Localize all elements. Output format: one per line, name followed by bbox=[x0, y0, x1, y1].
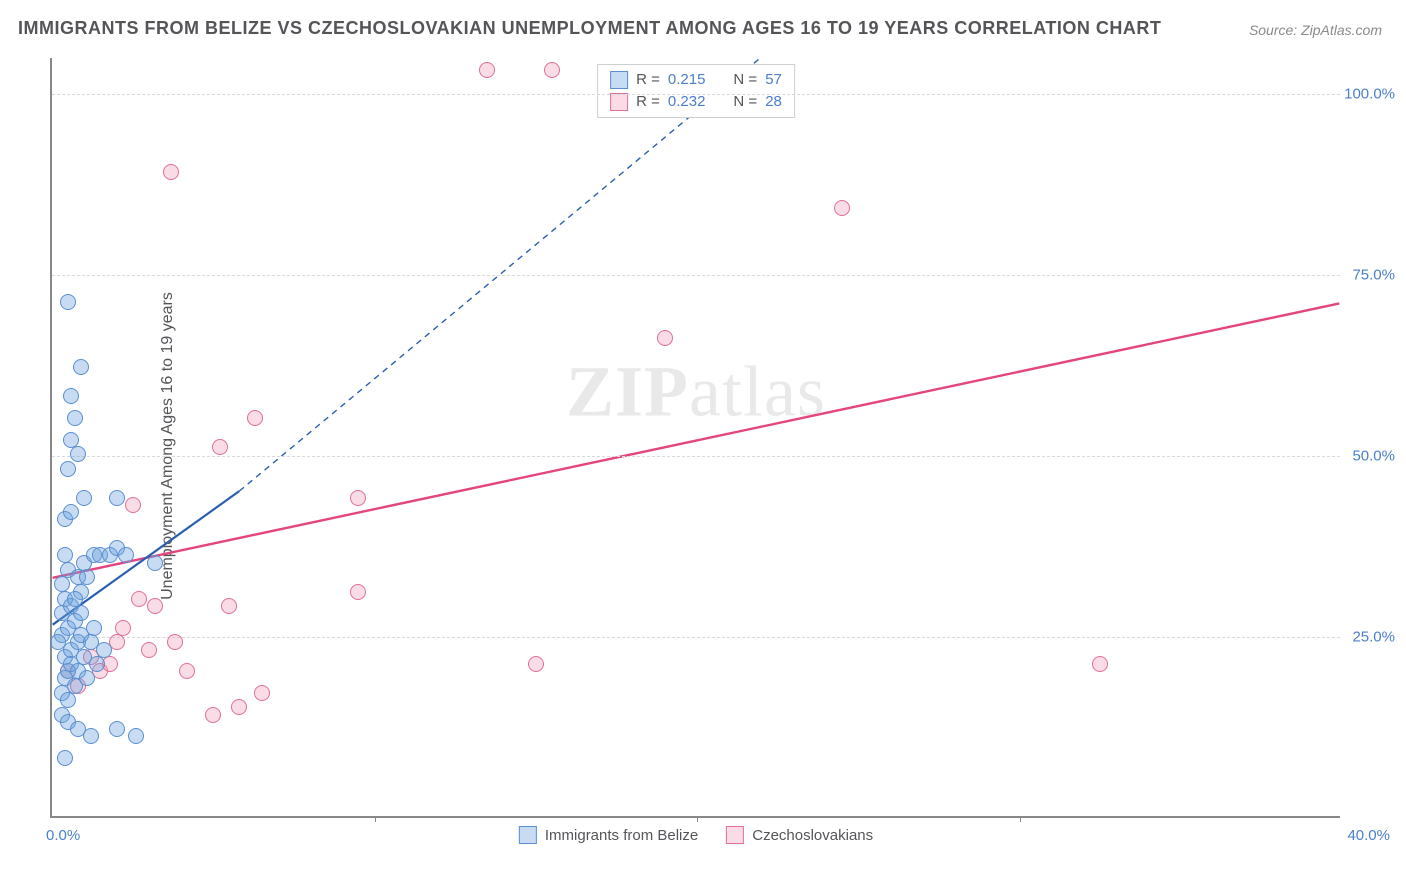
swatch-pink bbox=[610, 93, 628, 111]
series-label-blue: Immigrants from Belize bbox=[545, 827, 698, 844]
data-point-blue bbox=[76, 490, 92, 506]
data-point-blue bbox=[109, 721, 125, 737]
data-point-pink bbox=[205, 707, 221, 723]
data-point-blue bbox=[79, 569, 95, 585]
legend-row-blue: R = 0.215 N = 57 bbox=[610, 69, 782, 91]
plot-area: ZIPatlas R = 0.215 N = 57 R = 0.232 N = … bbox=[50, 58, 1340, 818]
y-tick-label: 25.0% bbox=[1352, 629, 1395, 646]
x-tick-label-left: 0.0% bbox=[46, 827, 80, 844]
data-point-pink bbox=[479, 62, 495, 78]
data-point-pink bbox=[528, 656, 544, 672]
data-point-pink bbox=[167, 634, 183, 650]
data-point-blue bbox=[63, 388, 79, 404]
chart-title: IMMIGRANTS FROM BELIZE VS CZECHOSLOVAKIA… bbox=[18, 18, 1161, 39]
data-point-blue bbox=[54, 576, 70, 592]
data-point-pink bbox=[141, 642, 157, 658]
gridline bbox=[52, 637, 1340, 638]
data-point-pink bbox=[254, 685, 270, 701]
data-point-blue bbox=[79, 670, 95, 686]
legend-item-blue: Immigrants from Belize bbox=[519, 826, 698, 844]
data-point-pink bbox=[221, 598, 237, 614]
legend-item-pink: Czechoslovakians bbox=[726, 826, 873, 844]
data-point-blue bbox=[60, 294, 76, 310]
y-tick-label: 75.0% bbox=[1352, 267, 1395, 284]
data-point-blue bbox=[86, 620, 102, 636]
data-point-blue bbox=[96, 642, 112, 658]
data-point-blue bbox=[83, 728, 99, 744]
trend-line bbox=[53, 303, 1340, 577]
data-point-pink bbox=[147, 598, 163, 614]
data-point-blue bbox=[109, 490, 125, 506]
data-point-blue bbox=[89, 656, 105, 672]
data-point-blue bbox=[147, 555, 163, 571]
source-label: Source: ZipAtlas.com bbox=[1249, 22, 1382, 38]
x-tick-mark bbox=[1020, 816, 1021, 822]
data-point-blue bbox=[57, 547, 73, 563]
y-tick-label: 100.0% bbox=[1344, 86, 1395, 103]
y-tick-label: 50.0% bbox=[1352, 448, 1395, 465]
data-point-blue bbox=[73, 359, 89, 375]
swatch-pink bbox=[726, 826, 744, 844]
swatch-blue bbox=[610, 71, 628, 89]
data-point-pink bbox=[1092, 656, 1108, 672]
r-label: R = bbox=[636, 69, 660, 91]
data-point-blue bbox=[50, 634, 66, 650]
data-point-blue bbox=[67, 410, 83, 426]
x-tick-mark bbox=[697, 816, 698, 822]
data-point-pink bbox=[131, 591, 147, 607]
n-label: N = bbox=[733, 69, 757, 91]
data-point-pink bbox=[657, 330, 673, 346]
data-point-pink bbox=[212, 439, 228, 455]
gridline bbox=[52, 456, 1340, 457]
data-point-blue bbox=[63, 504, 79, 520]
data-point-blue bbox=[73, 605, 89, 621]
data-point-pink bbox=[350, 584, 366, 600]
watermark: ZIPatlas bbox=[566, 350, 826, 433]
data-point-pink bbox=[231, 699, 247, 715]
data-point-blue bbox=[63, 432, 79, 448]
legend-series: Immigrants from Belize Czechoslovakians bbox=[519, 826, 873, 844]
data-point-blue bbox=[118, 547, 134, 563]
r-value-blue: 0.215 bbox=[668, 69, 706, 91]
data-point-blue bbox=[60, 461, 76, 477]
swatch-blue bbox=[519, 826, 537, 844]
gridline bbox=[52, 275, 1340, 276]
data-point-pink bbox=[834, 200, 850, 216]
data-point-pink bbox=[125, 497, 141, 513]
n-value-blue: 57 bbox=[765, 69, 782, 91]
x-tick-label-right: 40.0% bbox=[1347, 827, 1390, 844]
data-point-blue bbox=[70, 446, 86, 462]
data-point-pink bbox=[179, 663, 195, 679]
data-point-pink bbox=[247, 410, 263, 426]
data-point-pink bbox=[350, 490, 366, 506]
x-tick-mark bbox=[375, 816, 376, 822]
data-point-blue bbox=[128, 728, 144, 744]
data-point-pink bbox=[163, 164, 179, 180]
series-label-pink: Czechoslovakians bbox=[752, 827, 873, 844]
data-point-blue bbox=[57, 750, 73, 766]
gridline bbox=[52, 94, 1340, 95]
legend-correlation: R = 0.215 N = 57 R = 0.232 N = 28 bbox=[597, 64, 795, 118]
data-point-pink bbox=[544, 62, 560, 78]
